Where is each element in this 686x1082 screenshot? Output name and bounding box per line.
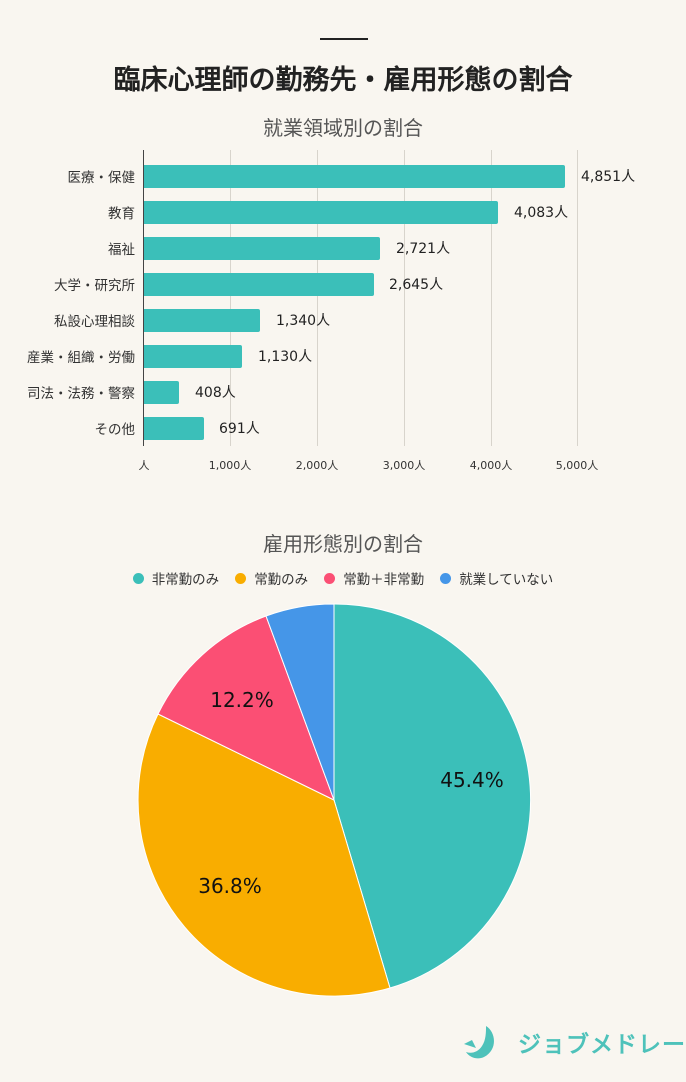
bar-value-label: 408人 <box>195 385 236 401</box>
legend-label: 非常勤のみ <box>151 572 220 588</box>
pie-slice-full-and-part-time <box>157 615 335 801</box>
x-tick-label: 4,000人 <box>469 459 513 472</box>
brand-logo-icon <box>464 1026 494 1059</box>
category-label: 医療・保健 <box>67 170 136 186</box>
category-label: 司法・法務・警察 <box>27 386 135 402</box>
bar-value-label: 2,721人 <box>396 241 451 257</box>
gridline <box>317 150 318 446</box>
bar <box>144 417 204 440</box>
bar-chart: 人 1,000人 2,000人 3,000人 4,000人 5,000人 医療・… <box>0 150 686 480</box>
legend-label: 常勤＋非常勤 <box>343 572 425 588</box>
bar-value-label: 691人 <box>219 421 260 437</box>
brand-logo: ジョブメドレー <box>462 1024 686 1060</box>
pie-label-part-time: 45.4% <box>440 768 504 792</box>
bar <box>144 345 242 368</box>
brand-logo-text: ジョブメドレー <box>518 1032 686 1058</box>
pie-label-both: 12.2% <box>210 688 274 712</box>
bar <box>144 273 374 296</box>
x-tick-label: 2,000人 <box>295 459 339 472</box>
category-label: 大学・研究所 <box>54 278 135 294</box>
title-decoration-rule <box>320 38 368 40</box>
gridline <box>577 150 578 446</box>
pie-label-full-time: 36.8% <box>198 874 262 898</box>
bar-value-label: 4,851人 <box>581 169 636 185</box>
bar-value-label: 1,340人 <box>276 313 331 329</box>
legend-item: 非常勤のみ <box>132 568 220 588</box>
pie-legend: 非常勤のみ 常勤のみ 常勤＋非常勤 就業していない <box>0 568 686 588</box>
bar-value-label: 1,130人 <box>258 349 313 365</box>
pie-slice-full-time-only <box>137 713 391 997</box>
page-title: 臨床心理師の勤務先・雇用形態の割合 <box>113 65 573 96</box>
bar-chart-title: 就業領域別の割合 <box>263 116 423 140</box>
category-label: 教育 <box>108 206 135 222</box>
x-tick-label: 3,000人 <box>382 459 426 472</box>
bar <box>144 201 498 224</box>
bar <box>144 381 179 404</box>
category-label: 私設心理相談 <box>54 314 135 330</box>
legend-label: 常勤のみ <box>254 572 309 588</box>
bar-value-label: 4,083人 <box>514 205 569 221</box>
pie-slice-not-employed <box>265 603 335 801</box>
pie-chart-title: 雇用形態別の割合 <box>263 532 423 556</box>
pie-slice-part-time-only <box>333 603 532 989</box>
x-tick-label: 1,000人 <box>208 459 252 472</box>
gridline <box>404 150 405 446</box>
legend-dot-icon <box>235 572 247 584</box>
x-tick-label: 人 <box>138 459 150 472</box>
category-label: 産業・組織・労働 <box>27 350 135 366</box>
legend-dot-icon <box>132 572 144 584</box>
legend-dot-icon <box>324 572 336 584</box>
bar <box>144 165 565 188</box>
bar <box>144 309 260 332</box>
legend-item: 常勤のみ <box>235 568 308 588</box>
legend-label: 就業していない <box>459 572 554 588</box>
bar-value-label: 2,645人 <box>389 277 444 293</box>
gridline <box>230 150 231 446</box>
x-tick-label: 5,000人 <box>555 459 599 472</box>
y-axis-line <box>143 150 144 446</box>
gridline <box>491 150 492 446</box>
legend-item: 常勤＋非常勤 <box>324 568 424 588</box>
bar <box>144 237 380 260</box>
legend-dot-icon <box>440 572 452 584</box>
category-label: その他 <box>94 422 136 438</box>
category-label: 福祉 <box>108 242 135 258</box>
legend-item: 就業していない <box>440 568 553 588</box>
